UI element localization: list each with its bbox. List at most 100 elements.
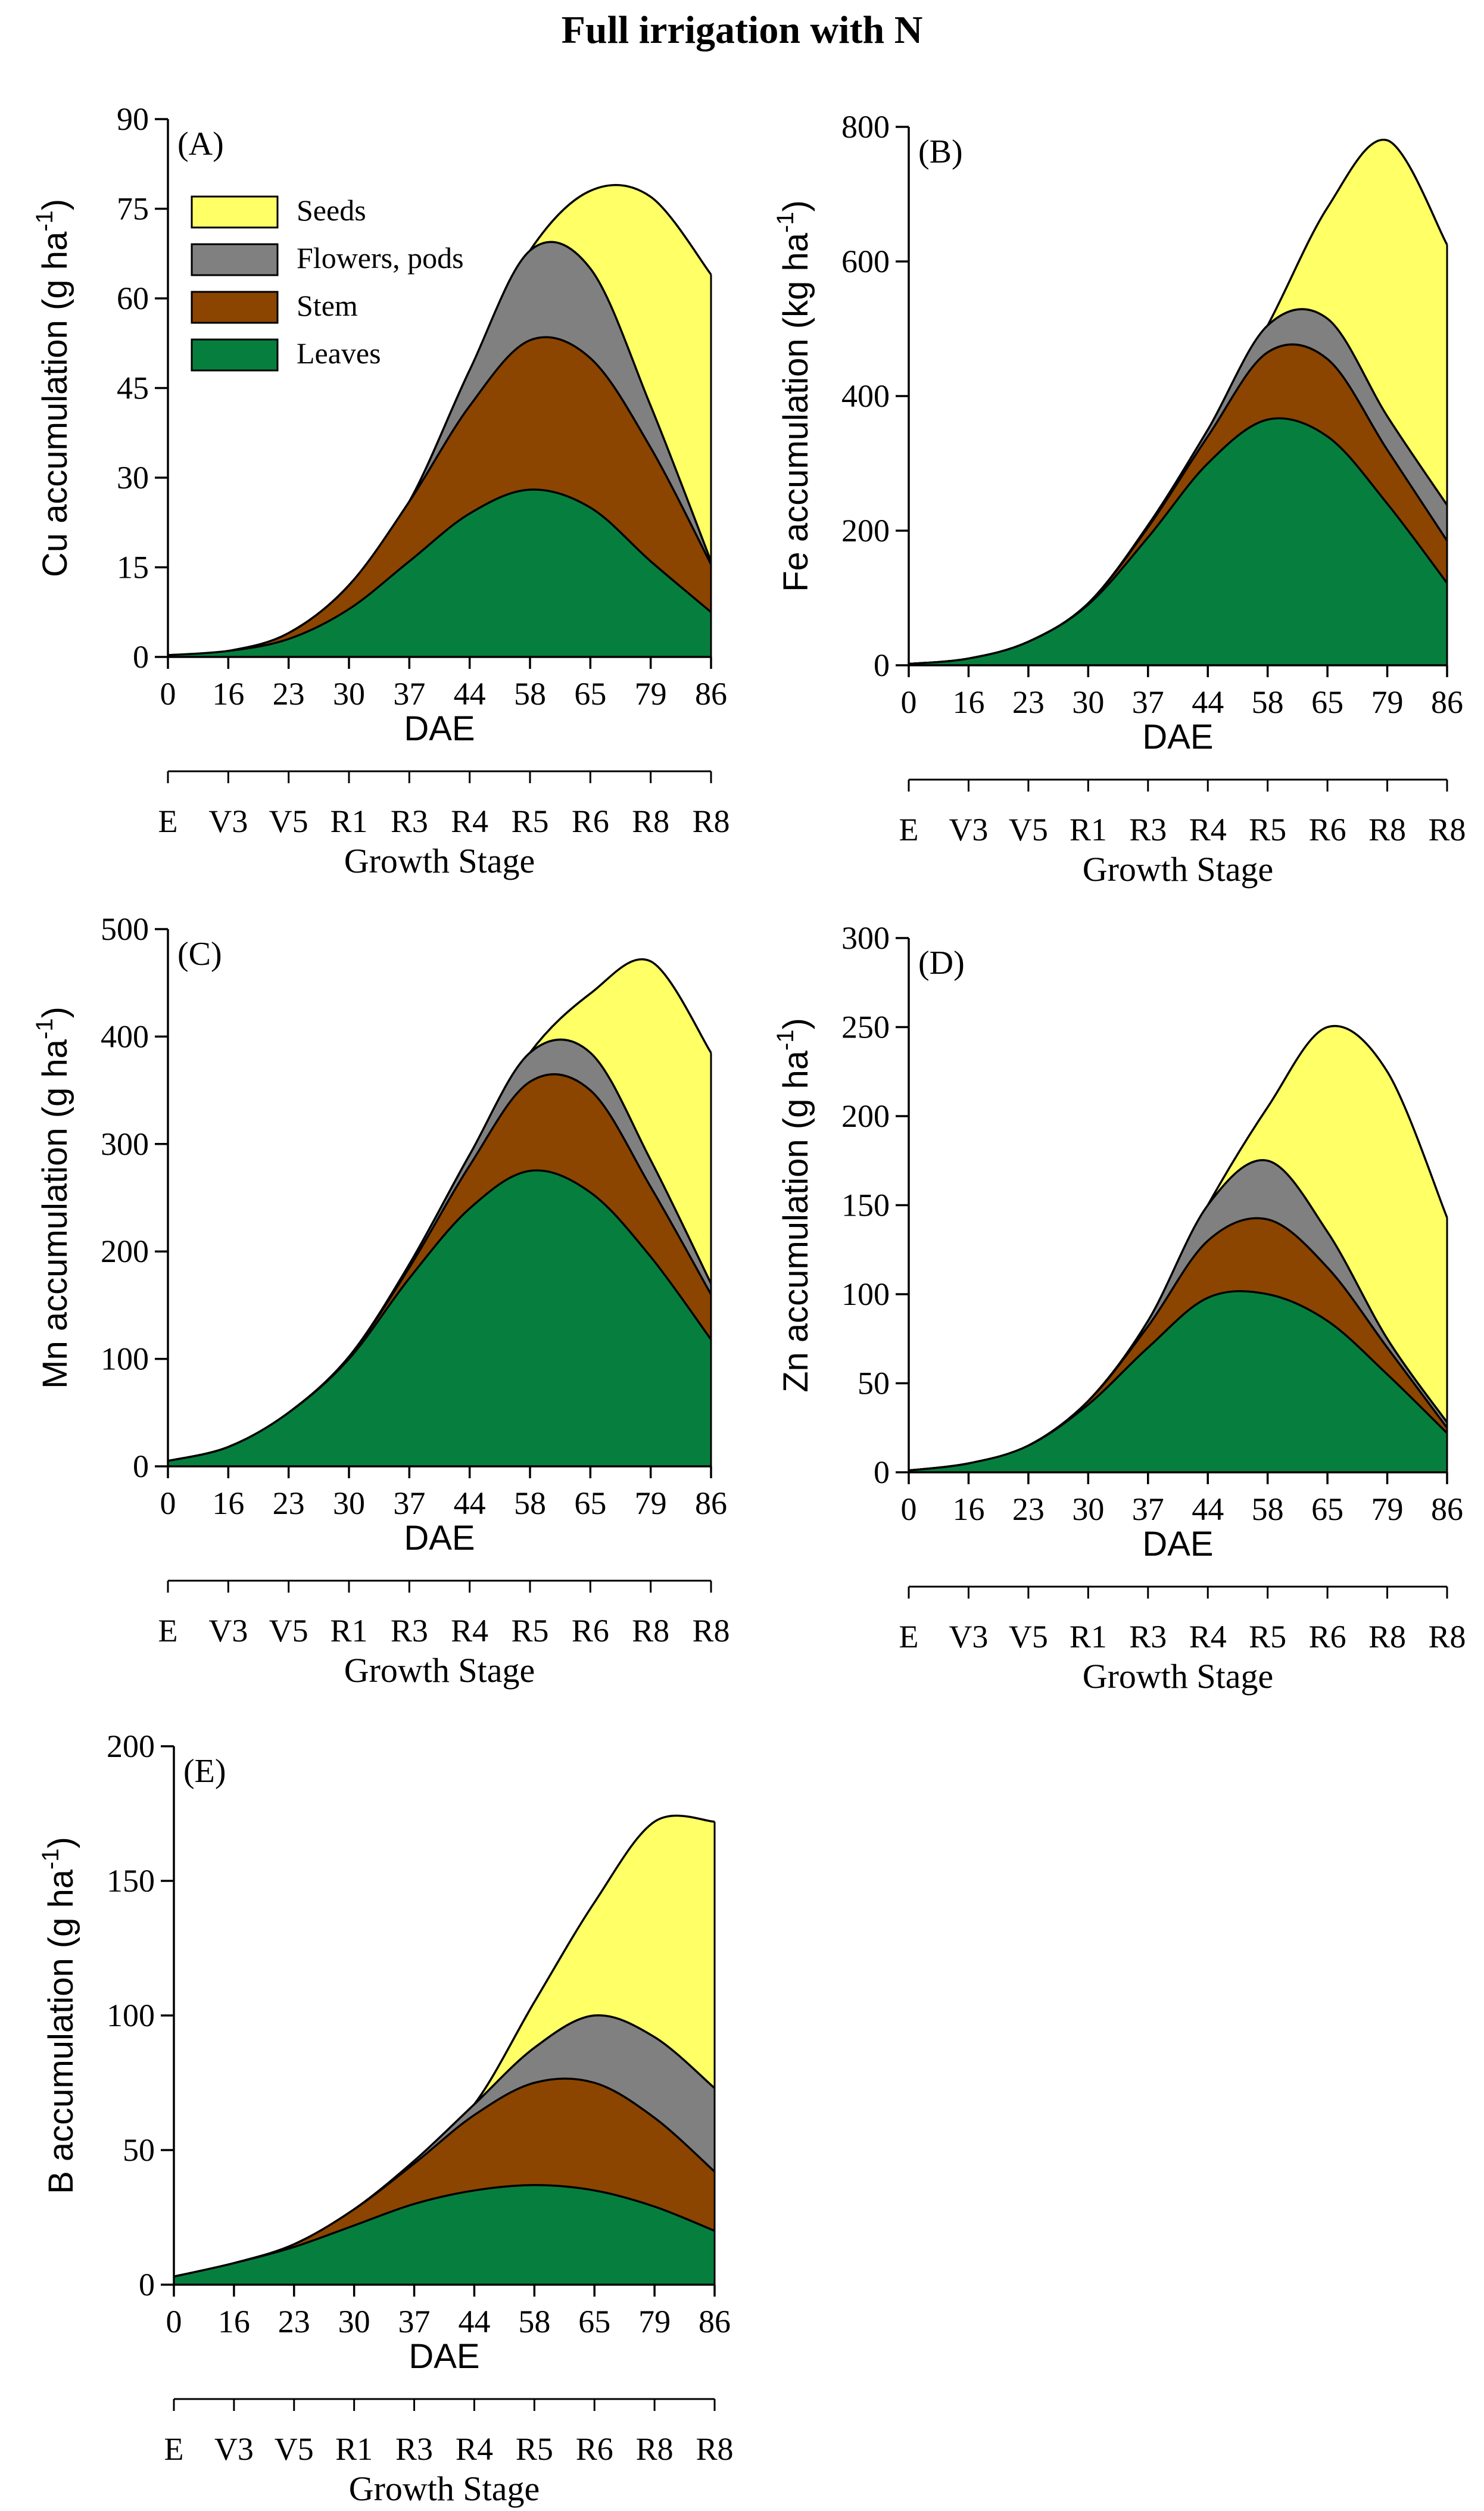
x-tick-label: 23 [273,676,305,712]
y-tick-label: 90 [117,101,149,137]
area-leaves [174,2185,715,2285]
x-tick-label: 30 [1072,684,1104,720]
x-tick-label: 44 [454,1485,486,1521]
area-leaves [909,418,1447,665]
stage-label: R5 [511,1613,548,1649]
y-axis-title: Zn accumulation (g ha-1) [772,1018,815,1392]
x-tick-label: 0 [160,1485,176,1521]
x-tick-label: 86 [1431,684,1463,720]
x-tick-label: 58 [518,2304,550,2339]
stage-label: E [158,1613,178,1649]
x-tick-label: 0 [166,2304,182,2339]
legend: Seeds Flowers, pods Stem Leaves [191,194,464,372]
x-tick-label: 16 [212,676,244,712]
x-tick-label: 0 [901,1491,917,1527]
stage-label: V5 [269,803,308,839]
stage-label: R4 [451,803,488,839]
x-tick-label: 44 [1192,684,1224,720]
y-tick-label: 0 [874,647,890,683]
stage-label: E [164,2431,184,2467]
x-tick-label: 37 [393,1485,425,1521]
x-axis-title: DAE [1142,1525,1213,1563]
y-tick-label: 400 [101,1018,149,1054]
x-tick-label: 79 [638,2304,671,2339]
x-axis-title: DAE [404,1519,475,1557]
x-tick-label: 44 [454,676,486,712]
y-tick-label: 400 [841,378,890,414]
x-tick-label: 37 [1132,1491,1164,1527]
y-tick-label: 50 [123,2132,155,2168]
y-tick-label: 0 [139,2267,155,2303]
legend-label-stem: Stem [297,289,358,322]
panel-label: (B) [918,133,963,170]
stage-label: R6 [572,1613,609,1649]
stage-label: R8 [696,2431,733,2467]
stage-label: R5 [516,2431,553,2467]
y-tick-label: 800 [841,109,890,145]
stage-label: R3 [391,803,428,839]
x-tick-label: 79 [1371,684,1404,720]
stage-label: R8 [692,803,729,839]
line-stem [167,336,712,656]
legend-swatch-flowers-pods [191,243,279,276]
y-tick-label: 100 [107,1998,155,2033]
y-tick-label: 45 [117,370,149,406]
y-tick-label: 200 [841,513,890,549]
y-tick-label: 50 [858,1366,890,1401]
y-axis-title: Cu accumulation (g ha-1) [32,199,74,577]
stage-label: R1 [330,1613,367,1649]
stage-label: R3 [1129,1619,1167,1655]
chart-panel-5: 0 50 100 150 200 0 16 23 30 37 44 58 65 79 86 DAE E V3 V5 R… [38,1728,734,2508]
line-leaves [908,417,1448,665]
stage-label: R5 [1249,812,1286,848]
panel-label: (C) [177,936,222,973]
stage-label: R6 [1309,812,1346,848]
x-axis-title: DAE [1142,718,1213,756]
legend-label-flowers-pods: Flowers, pods [297,241,464,275]
stage-label: E [899,812,919,848]
stage-label: R3 [391,1613,428,1649]
x-tick-label: 79 [635,676,667,712]
y-tick-label: 0 [133,1448,149,1484]
stage-label: E [899,1619,919,1655]
stage-label: R3 [1129,812,1167,848]
stage-label: V3 [208,803,248,839]
x-tick-label: 30 [333,676,365,712]
stage-label: R8 [1368,812,1406,848]
stage-label: R1 [1070,812,1107,848]
x-tick-label: 65 [1311,1491,1343,1527]
stage-label: R1 [335,2431,373,2467]
stage-label: R5 [511,803,548,839]
stage-label: R8 [692,1613,729,1649]
legend-swatch-leaves [191,338,279,372]
y-tick-label: 600 [841,244,890,279]
stage-axis-title: Growth Stage [344,1651,535,1690]
stage-label: R1 [1070,1619,1107,1655]
y-tick-label: 0 [133,639,149,675]
x-tick-label: 16 [212,1485,244,1521]
stage-label: R4 [1189,812,1227,848]
x-tick-label: 37 [393,676,425,712]
y-axis-title: Mn accumulation (g ha-1) [32,1007,74,1389]
stage-label: V3 [949,812,988,848]
stage-label: R8 [632,803,669,839]
x-tick-label: 0 [160,676,176,712]
y-tick-label: 150 [107,1863,155,1899]
y-tick-label: 150 [841,1188,890,1223]
x-tick-label: 23 [278,2304,310,2339]
y-tick-label: 100 [101,1341,149,1377]
stage-label: V5 [275,2431,314,2467]
x-tick-label: 16 [952,1491,984,1527]
x-tick-label: 58 [1252,684,1284,720]
stage-label: R6 [572,803,609,839]
stage-axis-title: Growth Stage [349,2469,540,2508]
stage-label: E [158,803,178,839]
stage-label: R5 [1249,1619,1286,1655]
legend-swatch-stem [191,291,279,324]
stage-label: R8 [1428,812,1466,848]
stage-label: R6 [1309,1619,1346,1655]
y-tick-label: 300 [841,920,890,956]
legend-swatch-seeds [191,195,279,229]
x-tick-label: 58 [1252,1491,1284,1527]
y-tick-label: 15 [117,550,149,585]
